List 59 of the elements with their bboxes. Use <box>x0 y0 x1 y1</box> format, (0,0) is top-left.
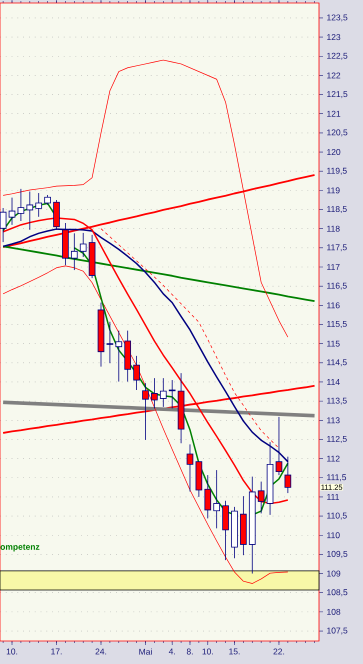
y-tick-label: 123 <box>327 34 340 40</box>
y-tick-label: 122,5 <box>327 52 348 60</box>
y-tick-label: 110 <box>327 532 340 538</box>
candlestick <box>18 188 24 222</box>
y-tick-label: 111,5 <box>327 474 346 482</box>
y-tick-label: 108,5 <box>327 589 348 596</box>
x-tick-label: 17. <box>51 648 62 654</box>
y-tick-label: 107,5 <box>327 628 348 635</box>
y-tick-label: 119,5 <box>327 168 347 175</box>
y-tick-label: 117,5 <box>327 244 347 252</box>
y-tick-label: 114 <box>327 379 340 385</box>
y-tick-label: 112 <box>327 456 340 462</box>
x-tick-label: 24. <box>96 648 106 654</box>
candlestick <box>186 444 194 492</box>
candlestick <box>70 232 78 270</box>
x-tick-label: 10. <box>6 648 18 655</box>
y-tick-label: 116,5 <box>327 282 347 290</box>
candlestick <box>204 474 212 519</box>
candlestick <box>133 356 140 390</box>
y-tick-label: 115 <box>327 340 340 347</box>
y-tick-label: 110,5 <box>327 512 347 520</box>
candlestick <box>44 194 51 206</box>
candlestick <box>35 192 42 218</box>
y-tick-label: 123,5 <box>327 14 348 22</box>
y-tick-label: 118 <box>327 226 340 232</box>
y-tick-label: 118,5 <box>327 206 347 214</box>
candlestick <box>26 191 34 230</box>
x-tick-label: Mai <box>139 648 152 655</box>
y-tick-label: 116 <box>327 302 340 308</box>
candlestick <box>80 232 87 258</box>
y-tick-label: 109,5 <box>327 550 348 558</box>
candlestick <box>213 470 220 529</box>
x-tick-label: 4. <box>168 648 175 654</box>
candlestick <box>160 378 167 408</box>
candlestick <box>115 330 122 382</box>
candlestick <box>106 321 114 364</box>
y-tick-label: 117 <box>327 264 340 270</box>
x-tick-label: 10. <box>202 648 213 655</box>
y-tick-label: 114,5 <box>327 359 347 366</box>
y-tick-label: 120,5 <box>327 129 348 136</box>
y-tick-label: 119 <box>327 187 340 194</box>
y-tick-label: 122 <box>327 72 340 78</box>
y-tick-label: 115,5 <box>327 321 347 328</box>
y-tick-label: 121 <box>327 110 340 117</box>
y-tick-label: 112,5 <box>327 436 347 443</box>
y-tick-label: 108 <box>327 608 340 615</box>
y-tick-label: 113,5 <box>327 398 347 405</box>
y-tick-label: 121,5 <box>327 91 348 98</box>
candlestick <box>8 197 16 226</box>
y-tick-label: 120 <box>327 149 340 156</box>
y-tick-label: 113 <box>327 417 340 424</box>
y-tick-label: 111 <box>327 494 339 500</box>
x-tick-label: 15. <box>229 648 240 654</box>
candlestick <box>0 208 6 242</box>
x-tick-label: 22. <box>274 648 284 654</box>
annotation: ompetenz <box>0 544 40 552</box>
y-tick-label: 109 <box>327 570 340 577</box>
x-tick-label: 8. <box>186 648 193 655</box>
candlestick <box>151 378 158 409</box>
